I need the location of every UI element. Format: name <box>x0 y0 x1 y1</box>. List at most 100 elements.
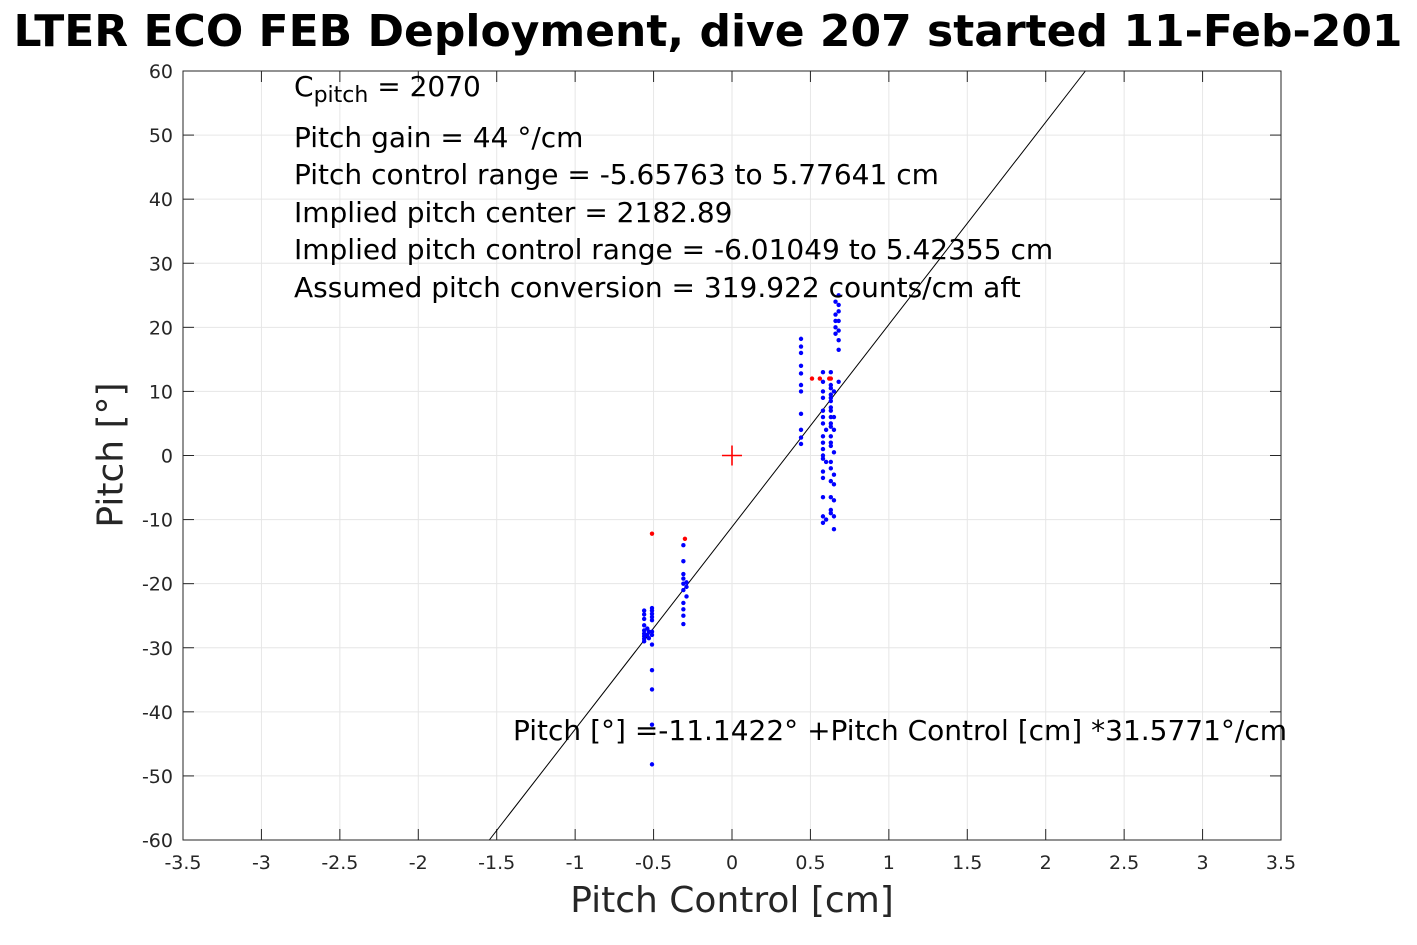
data-point-blue <box>828 369 834 375</box>
x-axis-ticks: -3.5 -3 -2.5 -2 -1.5 -1 -0.5 0 0.5 1 1.5 2 2.5 3 3.5 <box>164 71 1296 874</box>
data-point-blue <box>820 379 826 385</box>
data-point-blue <box>820 440 826 445</box>
y-tick-label: -10 <box>142 510 173 532</box>
data-point-blue <box>681 607 686 612</box>
data-point-blue <box>820 475 826 481</box>
data-point-blue <box>831 498 837 503</box>
data-point-blue <box>649 608 655 613</box>
data-point-blue <box>641 616 647 622</box>
data-point-blue <box>820 456 826 461</box>
data-point-blue <box>833 325 838 330</box>
data-point-blue <box>831 450 837 455</box>
y-tick-label: 50 <box>149 125 173 147</box>
data-point-blue <box>798 344 804 349</box>
data-point-blue <box>798 382 804 388</box>
x-tick-label: 3.5 <box>1266 852 1296 874</box>
x-tick-label: -3 <box>252 852 271 874</box>
data-point-blue <box>831 427 837 433</box>
data-point-blue <box>828 382 834 388</box>
data-point-blue <box>820 395 826 401</box>
data-point-blue <box>831 526 837 532</box>
x-tick-label: -0.5 <box>635 852 672 874</box>
data-point-blue <box>681 621 686 627</box>
data-point-blue <box>820 453 826 458</box>
data-point-blue <box>649 722 655 727</box>
data-point-blue <box>831 514 837 519</box>
data-point-blue <box>820 414 826 420</box>
x-tick-label: -1 <box>566 852 585 874</box>
x-tick-label: 1.5 <box>952 852 982 874</box>
data-point-blue <box>641 612 647 617</box>
data-point-blue <box>820 434 826 439</box>
data-point-blue <box>820 408 826 413</box>
data-point-blue <box>641 639 647 644</box>
data-point-blue <box>828 395 834 401</box>
data-point-blue <box>649 762 655 767</box>
data-point-blue <box>828 510 834 516</box>
data-point-blue <box>681 571 686 577</box>
annotation-c-pitch: Cpitch = 2070 <box>294 70 481 108</box>
data-point-blue <box>828 507 834 513</box>
x-tick-label: 2 <box>1040 852 1052 874</box>
x-tick-label: 1 <box>883 852 895 874</box>
x-axis-label: Pitch Control [cm] <box>570 880 894 921</box>
data-point-blue <box>833 312 838 317</box>
c-pitch-value: = 2070 <box>368 70 481 103</box>
y-tick-label: 40 <box>149 189 173 211</box>
data-point-blue <box>831 472 837 477</box>
data-point-blue <box>641 623 647 628</box>
y-tick-label: -30 <box>142 638 173 660</box>
data-point-blue <box>831 414 837 420</box>
data-point-blue <box>649 629 655 634</box>
plot-frame <box>182 70 1282 841</box>
data-point-blue <box>828 414 834 420</box>
y-tick-label: 60 <box>149 61 173 83</box>
y-tick-label: 10 <box>149 381 173 403</box>
data-point-blue <box>833 299 838 304</box>
data-point-blue <box>828 424 834 429</box>
data-point-blue <box>828 440 834 445</box>
annotation-assumed-pitch-conversion: Assumed pitch conversion = 319.922 count… <box>294 271 1021 304</box>
data-point-blue <box>823 459 829 465</box>
data-point-blue <box>798 363 804 368</box>
data-point-blue <box>798 371 804 376</box>
data-point-blue <box>820 520 826 525</box>
x-tick-label: 3 <box>1197 852 1209 874</box>
x-tick-label: 0 <box>726 852 738 874</box>
data-point-red <box>809 376 815 381</box>
data-point-blue <box>823 517 829 522</box>
data-point-blue <box>828 466 834 471</box>
x-tick-label: -3.5 <box>164 852 201 874</box>
data-point-blue <box>681 559 686 564</box>
data-point-blue <box>828 478 834 484</box>
annotation-pitch-gain: Pitch gain = 44 °/cm <box>294 121 584 154</box>
data-point-blue <box>820 469 826 474</box>
y-tick-label: -40 <box>142 702 173 724</box>
data-point-blue <box>641 608 647 613</box>
annotation-implied-pitch-center: Implied pitch center = 2182.89 <box>294 196 733 229</box>
data-point-blue <box>820 514 826 519</box>
data-point-blue <box>828 408 834 413</box>
data-point-blue <box>828 434 834 439</box>
data-point-red <box>682 536 688 542</box>
data-point-blue <box>798 411 804 417</box>
fit-equation: Pitch [°] =-11.1422° +Pitch Control [cm]… <box>513 714 1288 747</box>
y-axis-ticks: -60 -50 -40 -30 -20 -10 0 10 20 30 40 50 60 <box>142 61 1281 852</box>
data-point-blue <box>836 379 841 385</box>
y-tick-label: 20 <box>149 317 173 339</box>
data-point-blue <box>833 318 838 324</box>
data-point-blue <box>820 389 826 394</box>
data-point-blue <box>681 613 686 618</box>
y-tick-label: 0 <box>161 446 173 468</box>
data-point-blue <box>649 687 655 692</box>
data-point-blue <box>836 318 841 324</box>
y-tick-label: -50 <box>142 766 173 788</box>
data-point-blue <box>649 617 655 623</box>
data-point-blue <box>823 427 829 433</box>
data-point-blue <box>828 443 834 449</box>
data-point-blue <box>681 543 686 548</box>
data-point-blue <box>828 392 834 397</box>
data-point-blue <box>798 336 804 342</box>
plot-content <box>488 70 1086 841</box>
